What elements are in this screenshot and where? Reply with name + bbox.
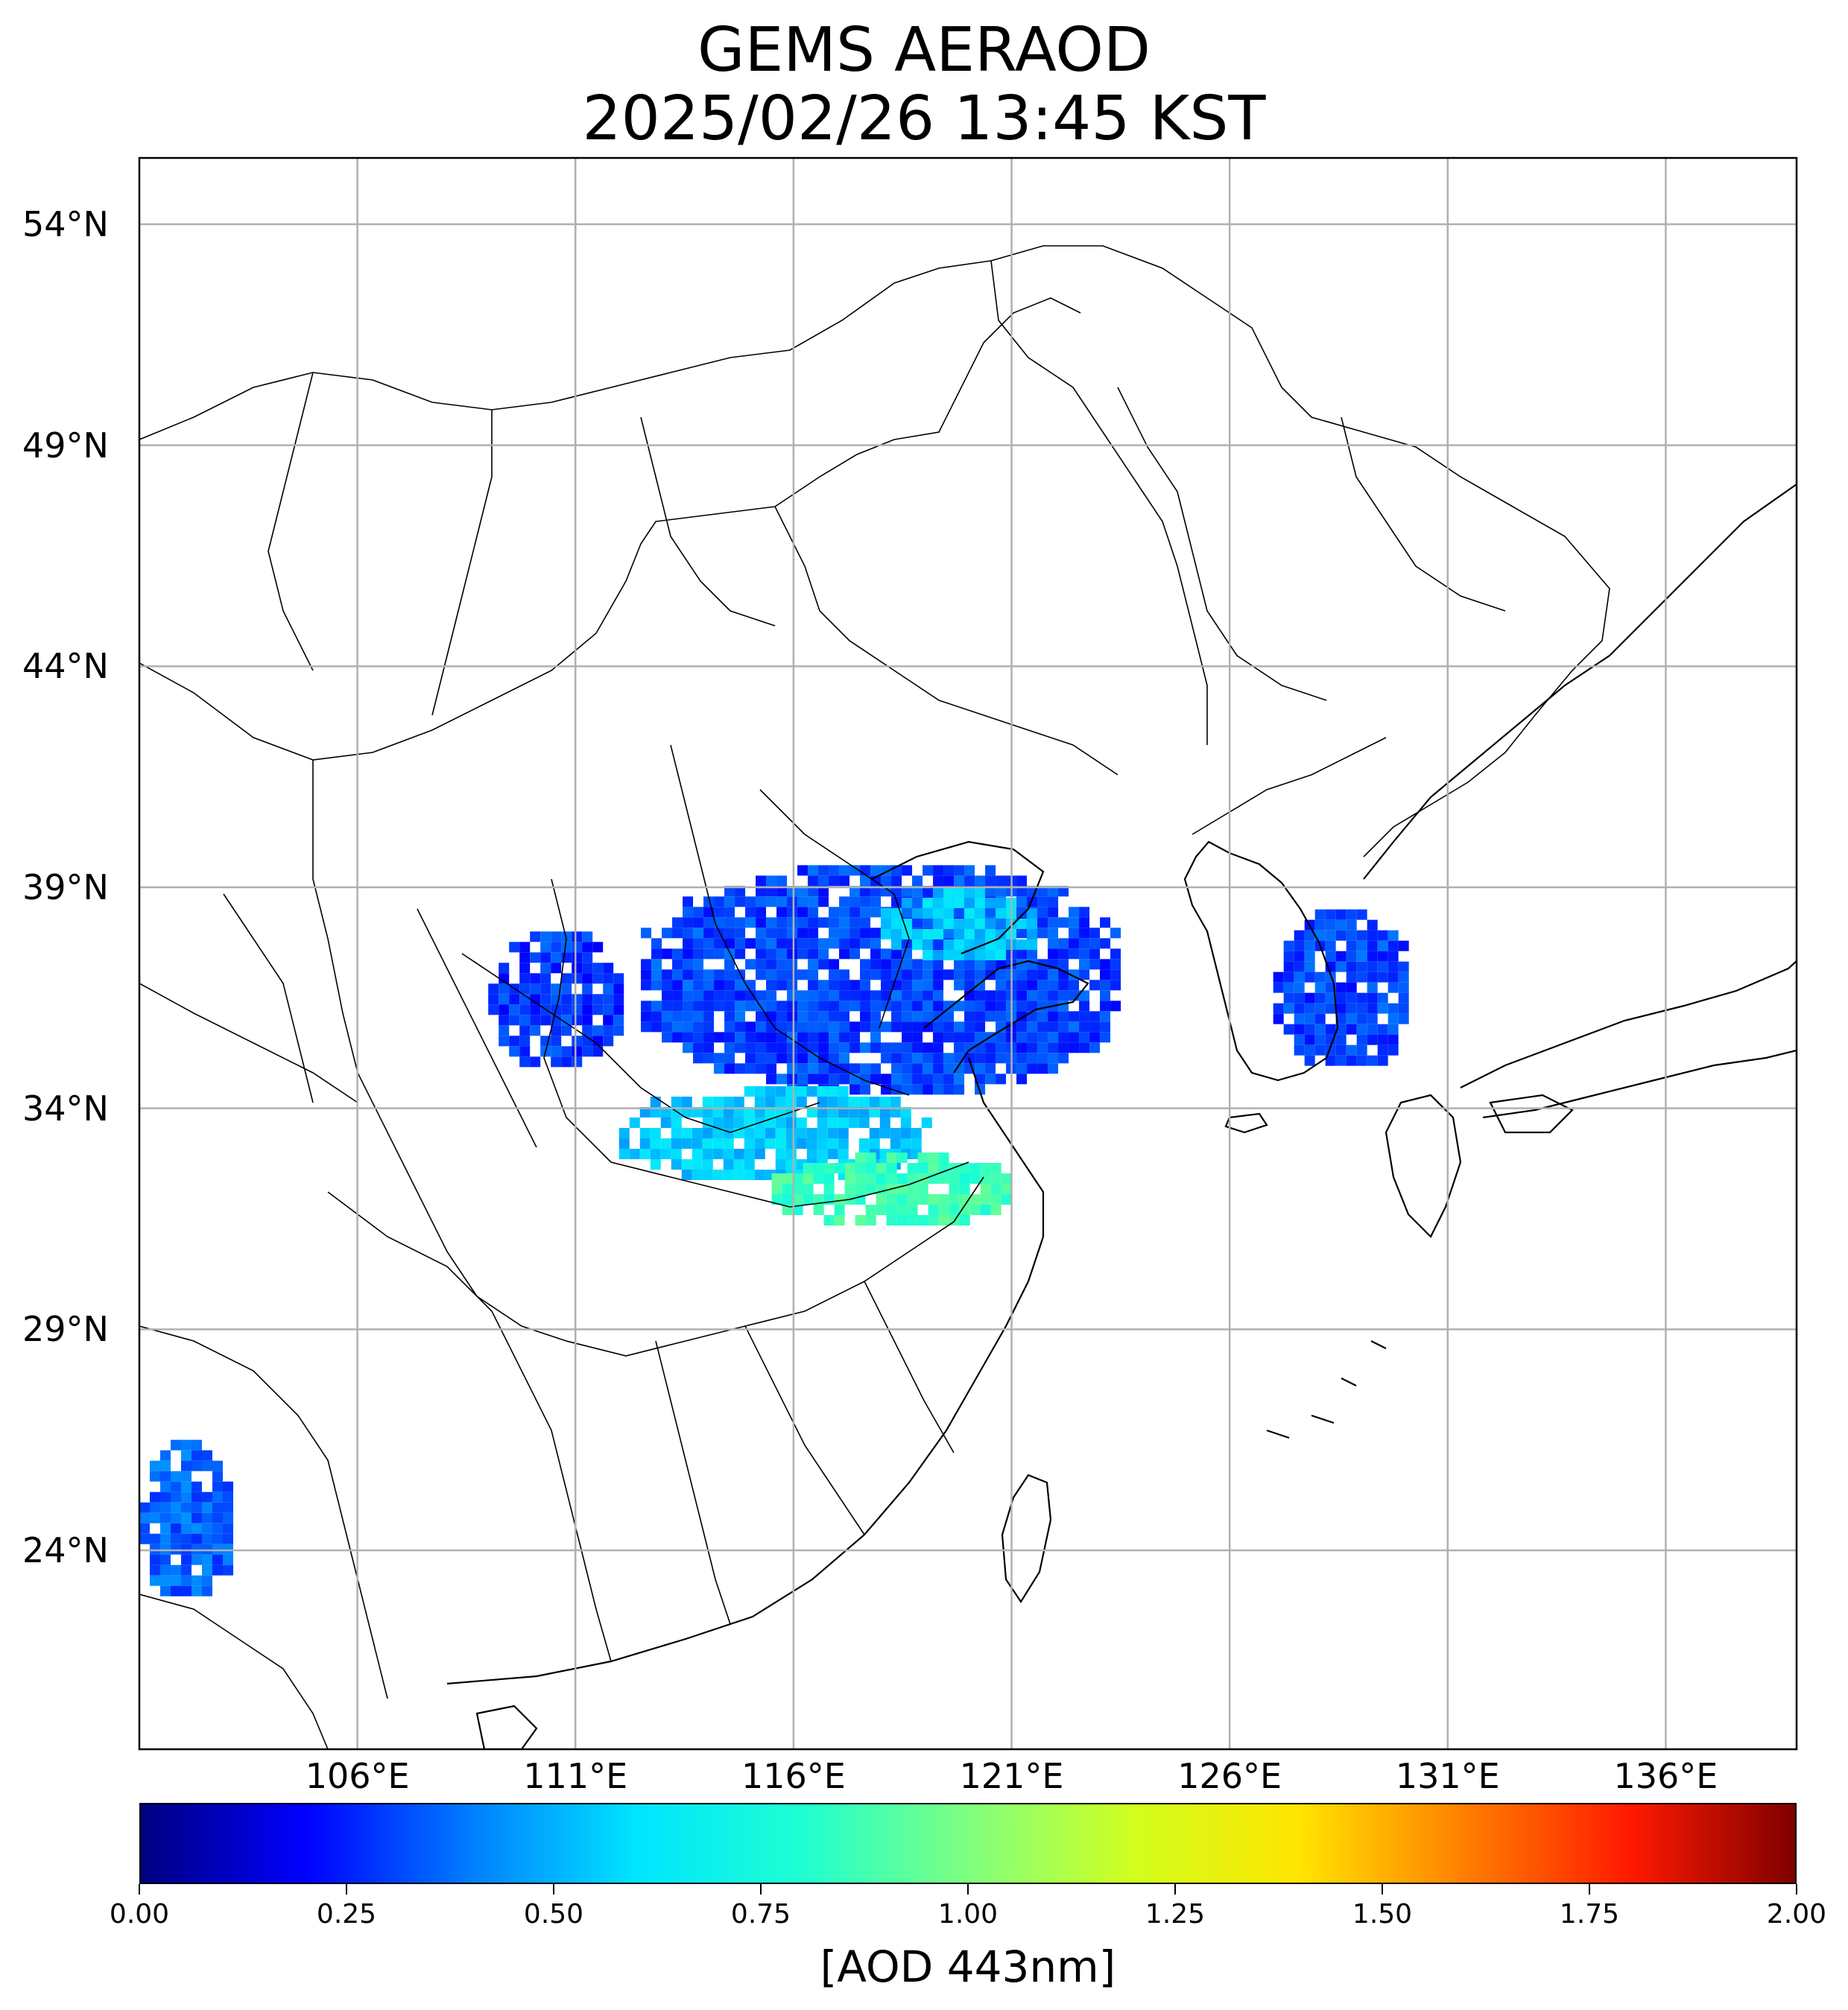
aod-region-bohai-bay: [880, 887, 1037, 960]
colorbar-tick-mark: [1174, 1884, 1176, 1895]
lon-tick-label: 111°E: [523, 1756, 628, 1796]
colorbar-tick-label: 0.50: [523, 1899, 584, 1930]
colorbar-tick-mark: [1796, 1884, 1797, 1895]
colorbar-tick-label: 0.75: [730, 1899, 791, 1930]
lat-tick-label: 44°N: [22, 646, 109, 687]
colorbar-label: [AOD 443nm]: [820, 1941, 1116, 1992]
colorbar-tick-label: 0.00: [109, 1899, 170, 1930]
colorbar-tick-mark: [139, 1884, 140, 1895]
lon-tick-label: 136°E: [1613, 1756, 1718, 1796]
colorbar-tick-label: 0.25: [316, 1899, 377, 1930]
admin-borders: [139, 245, 1610, 1749]
lon-tick-label: 126°E: [1177, 1756, 1282, 1796]
colorbar-tick-label: 1.00: [937, 1899, 999, 1930]
colorbar: [139, 1803, 1797, 1884]
lat-tick-label: 54°N: [22, 204, 109, 244]
lat-tick-label: 39°N: [22, 867, 109, 907]
lat-lon-grid: [139, 158, 1797, 1749]
colorbar-tick-mark: [1589, 1884, 1590, 1895]
colorbar-tick-label: 1.25: [1145, 1899, 1206, 1930]
aod-data-layer: [139, 865, 1409, 1597]
aod-region-korea: [1273, 909, 1409, 1066]
colorbar-tick-mark: [1382, 1884, 1383, 1895]
colorbar-tick-mark: [760, 1884, 762, 1895]
map-title: GEMS AERAOD: [697, 15, 1151, 86]
lon-tick-label: 131°E: [1395, 1756, 1500, 1796]
colorbar-tick-label: 1.50: [1352, 1899, 1413, 1930]
lat-tick-label: 24°N: [22, 1530, 109, 1570]
colorbar-tick-mark: [967, 1884, 969, 1895]
aod-region-shanxi-shaanxi: [488, 931, 624, 1068]
lon-tick-label: 121°E: [959, 1756, 1064, 1796]
map-timestamp: 2025/02/26 13:45 KST: [582, 83, 1266, 154]
aod-region-yunnan-guizhou: [139, 1439, 233, 1597]
aod-map: [138, 156, 1798, 1751]
lat-tick-label: 29°N: [22, 1309, 109, 1350]
lat-tick-label: 34°N: [22, 1088, 109, 1129]
lon-tick-label: 106°E: [305, 1756, 410, 1796]
colorbar-tick-label: 1.75: [1559, 1899, 1620, 1930]
aod-region-north-china-plain: [641, 865, 1121, 1095]
colorbar-tick-mark: [346, 1884, 347, 1895]
lat-tick-label: 49°N: [22, 425, 109, 466]
map-frame: [138, 156, 1798, 1751]
coastlines: [446, 484, 1797, 1749]
lon-tick-label: 116°E: [741, 1756, 846, 1796]
colorbar-tick-mark: [553, 1884, 554, 1895]
aod-region-jiangsu-anhui: [771, 1153, 1012, 1226]
colorbar-tick-label: 2.00: [1766, 1899, 1827, 1930]
